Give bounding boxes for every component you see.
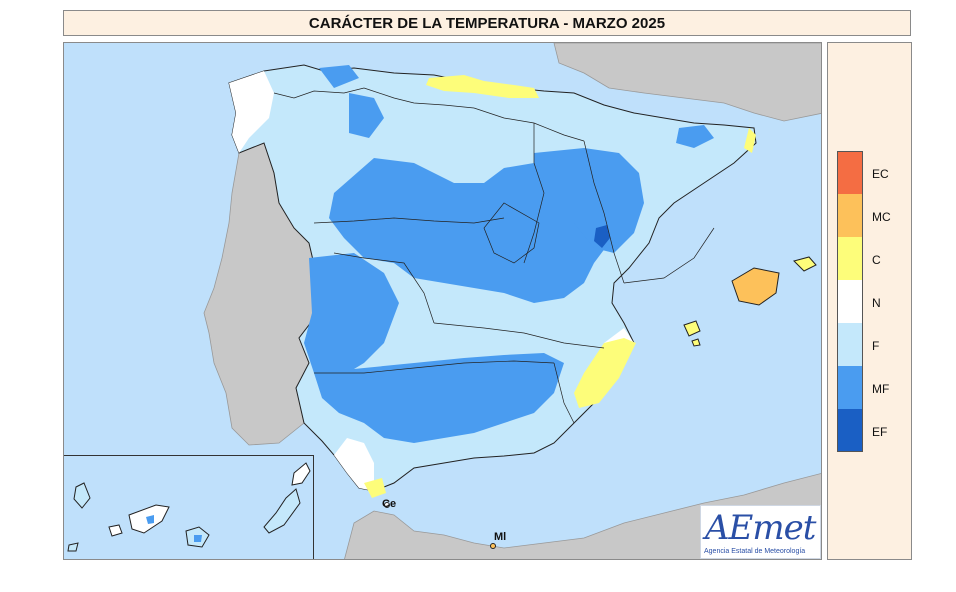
aemet-logo: AEmet Agencia Estatal de Meteorología [700,505,821,559]
ef-zone-teruel [594,225,610,248]
normal-zone-galicia [229,71,274,153]
region-borders [273,87,715,424]
melilla-label: Ml [494,531,507,543]
la-palma-island [73,482,91,509]
gran-canaria-mf [194,535,202,542]
legend-label-mc: MC [872,210,891,224]
fuerteventura-island [263,488,301,534]
mf-zone-extremadura [304,253,399,378]
aemet-logo-subtitle: Agencia Estatal de Meteorología [704,548,806,555]
legend-swatch-mc [837,194,863,237]
mf-zone-north [349,93,384,138]
legend-label-ec: EC [872,167,889,181]
aemet-logo-text: AEmet [705,508,816,548]
mallorca-island [731,267,780,306]
ceuta-marker [384,502,390,508]
c-zone-murcia [574,338,636,408]
menorca-island [793,256,817,272]
legend-swatch-ef [837,409,863,452]
legend-label-mf: MF [872,382,890,396]
c-zone-catalonia-east [744,128,756,153]
legend-label-f: F [872,339,880,353]
map-title: CARÁCTER DE LA TEMPERATURA - MARZO 2025 [308,14,666,32]
map-title-box: CARÁCTER DE LA TEMPERATURA - MARZO 2025 [63,10,911,36]
mf-zone-south [314,353,564,443]
mf-zone-aragon [534,148,644,253]
canary-islands [67,462,311,552]
la-gomera-island [108,524,123,537]
legend-label-c: C [872,253,881,267]
france-land [553,43,821,122]
temperature-map: Ce Ml AEmet Agencia Estatal de Meteorolo… [63,42,822,560]
formentera-island [691,338,701,347]
lanzarote-island [291,462,311,486]
legend-swatch-n [837,280,863,323]
legend-label-n: N [872,296,881,310]
mf-zone-catalonia [676,125,714,148]
legend-swatch-c [837,237,863,280]
ceuta-label: Ce [382,498,397,510]
el-hierro-island [67,542,79,552]
legend-swatch-mf [837,366,863,409]
c-zone-cantabric [426,75,539,98]
canary-inset-frame [64,455,314,559]
legend-swatch-f [837,323,863,366]
legend-panel: EC MC C N F MF EF [827,42,912,560]
c-zone-cadiz [364,478,386,498]
tenerife-mf [146,515,154,524]
normal-zone-andalusia-west [334,438,374,491]
legend-swatch-ec [837,151,863,194]
melilla-marker [490,543,496,549]
mf-zone-central [329,158,609,303]
mf-zone-cantabria [319,65,359,88]
legend-label-ef: EF [872,425,888,439]
ibiza-island [683,320,701,337]
